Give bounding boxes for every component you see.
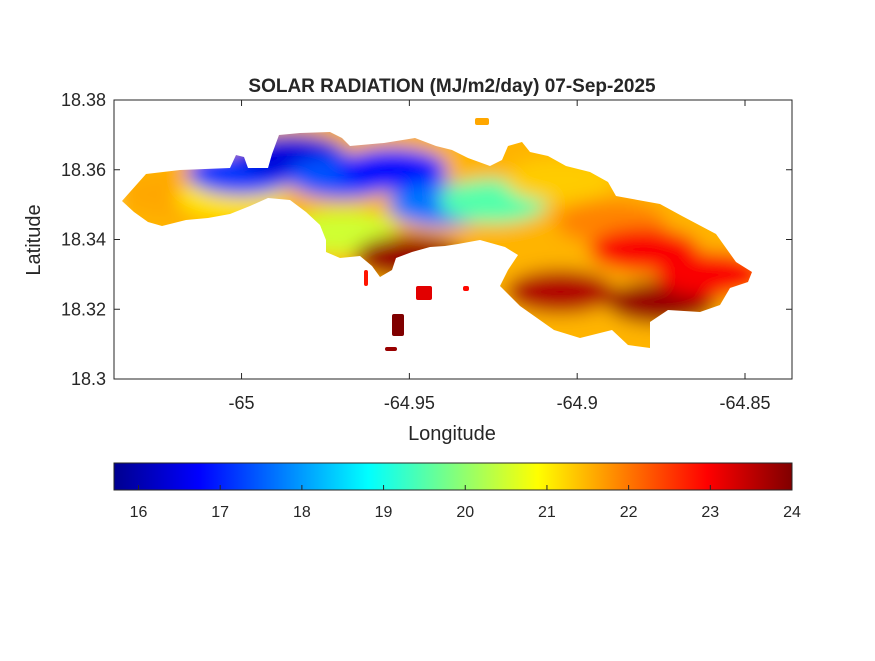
x-axis-label: Longitude bbox=[408, 423, 496, 445]
y-axis-label: Latitude bbox=[23, 204, 45, 275]
x-tick-label: -64.85 bbox=[719, 393, 770, 413]
x-tick-label: -64.9 bbox=[557, 393, 598, 413]
small-island bbox=[416, 286, 432, 300]
small-island bbox=[385, 347, 397, 351]
colorbar-tick-label: 22 bbox=[620, 504, 638, 521]
x-tick-label: -64.95 bbox=[384, 393, 435, 413]
colorbar-tick-label: 23 bbox=[701, 504, 719, 521]
small-islands bbox=[364, 118, 489, 351]
colorbar-ticks: 16 17 18 19 20 21 22 23 24 bbox=[130, 485, 801, 521]
y-tick-label: 18.34 bbox=[61, 230, 106, 250]
colorbar-tick-label: 20 bbox=[456, 504, 474, 521]
colorbar-tick-label: 19 bbox=[375, 504, 393, 521]
y-tick-label: 18.36 bbox=[61, 160, 106, 180]
small-island bbox=[364, 270, 368, 286]
colorbar bbox=[113, 462, 793, 491]
small-island bbox=[463, 286, 469, 291]
small-island bbox=[475, 118, 489, 125]
chart-title: SOLAR RADIATION (MJ/m2/day) 07-Sep-2025 bbox=[248, 76, 656, 97]
colorbar-tick-label: 16 bbox=[130, 504, 148, 521]
y-axis: 18.3 18.32 18.34 18.36 18.38 bbox=[61, 90, 792, 389]
x-axis: -65 -64.95 -64.9 -64.85 bbox=[229, 100, 771, 413]
small-island bbox=[392, 314, 404, 336]
y-tick-label: 18.38 bbox=[61, 90, 106, 110]
x-tick-label: -65 bbox=[229, 393, 255, 413]
field-cell bbox=[337, 147, 448, 192]
colorbar-tick-label: 21 bbox=[538, 504, 556, 521]
colorbar-tick-label: 24 bbox=[783, 504, 801, 521]
y-tick-label: 18.32 bbox=[61, 299, 106, 319]
y-tick-label: 18.3 bbox=[71, 369, 106, 389]
field-cell bbox=[505, 269, 616, 314]
colorbar-tick-label: 17 bbox=[211, 504, 229, 521]
colorbar-tick-label: 18 bbox=[293, 504, 311, 521]
